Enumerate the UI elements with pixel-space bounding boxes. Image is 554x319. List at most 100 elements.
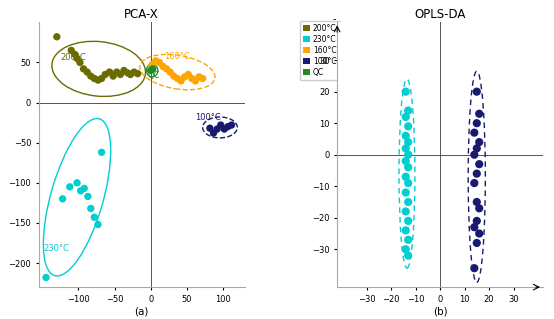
Point: [76, 188, 85, 193]
Point: [94, 222, 102, 227]
Point: [84, 194, 93, 199]
Point: [90, 76, 99, 81]
Point: [216, 122, 225, 128]
Point: [58, 196, 67, 201]
Point: [90, 215, 99, 220]
Point: [401, 209, 410, 214]
Point: [65, 184, 74, 189]
Point: [401, 190, 410, 195]
Point: [146, 68, 155, 73]
Point: [220, 127, 229, 132]
Title: PCA-X: PCA-X: [124, 8, 159, 21]
Point: [94, 78, 102, 83]
Point: [83, 70, 91, 75]
Text: QC: QC: [147, 71, 160, 80]
Point: [470, 130, 479, 135]
Point: [470, 152, 479, 157]
Point: [213, 127, 222, 132]
Point: [401, 174, 410, 179]
Point: [158, 64, 167, 69]
Point: [404, 165, 413, 170]
Point: [404, 124, 413, 129]
Point: [97, 150, 106, 155]
Point: [42, 275, 50, 280]
Point: [404, 181, 413, 186]
Point: [173, 76, 182, 81]
X-axis label: (a): (a): [135, 307, 149, 316]
Point: [401, 228, 410, 233]
Point: [401, 146, 410, 151]
Point: [170, 74, 178, 79]
Point: [473, 199, 481, 204]
Point: [151, 58, 160, 63]
Point: [148, 66, 157, 71]
Point: [116, 72, 125, 77]
Point: [86, 206, 95, 211]
Point: [155, 60, 164, 65]
Point: [191, 78, 200, 84]
Point: [123, 70, 132, 75]
Point: [401, 247, 410, 252]
Point: [475, 206, 484, 211]
Point: [109, 74, 117, 79]
Point: [404, 218, 413, 223]
Point: [404, 108, 413, 113]
Point: [470, 266, 479, 271]
Point: [80, 186, 89, 191]
Point: [101, 72, 110, 77]
Legend: 200°C, 230°C, 160°C, 100°C, QC: 200°C, 230°C, 160°C, 100°C, QC: [300, 21, 340, 80]
Point: [177, 78, 186, 84]
Point: [53, 34, 61, 39]
Text: -: -: [333, 14, 336, 24]
Point: [473, 241, 481, 246]
Point: [404, 237, 413, 242]
Point: [404, 152, 413, 157]
Point: [404, 139, 413, 145]
Point: [79, 66, 88, 71]
Point: [475, 231, 484, 236]
Point: [473, 171, 481, 176]
Point: [475, 111, 484, 116]
Point: [162, 66, 171, 71]
Title: OPLS-DA: OPLS-DA: [414, 8, 466, 21]
Text: 200°C: 200°C: [60, 54, 86, 63]
Point: [404, 199, 413, 204]
Point: [206, 126, 214, 131]
Point: [473, 89, 481, 94]
Point: [198, 76, 207, 81]
Point: [120, 68, 129, 73]
Point: [404, 253, 413, 258]
Point: [475, 162, 484, 167]
Point: [73, 56, 81, 61]
Point: [184, 72, 193, 77]
Point: [67, 48, 76, 53]
Point: [401, 133, 410, 138]
Point: [475, 139, 484, 145]
Point: [209, 130, 218, 136]
Point: [470, 225, 479, 230]
Point: [401, 159, 410, 164]
Point: [86, 74, 95, 79]
Text: 160°C: 160°C: [163, 52, 189, 61]
Point: [473, 121, 481, 126]
Point: [73, 180, 81, 185]
Point: [70, 52, 79, 57]
Point: [401, 114, 410, 119]
Point: [75, 60, 84, 65]
Point: [227, 122, 236, 128]
Point: [187, 76, 196, 81]
Point: [180, 74, 189, 79]
Point: [130, 70, 138, 75]
Point: [473, 218, 481, 223]
X-axis label: (b): (b): [433, 307, 447, 316]
Point: [470, 181, 479, 186]
Point: [223, 124, 232, 129]
Point: [401, 89, 410, 94]
Point: [134, 71, 142, 76]
Point: [148, 62, 157, 67]
Point: [194, 74, 203, 79]
Point: [97, 76, 106, 81]
Point: [112, 70, 121, 75]
Point: [126, 72, 135, 77]
Point: [166, 70, 175, 75]
